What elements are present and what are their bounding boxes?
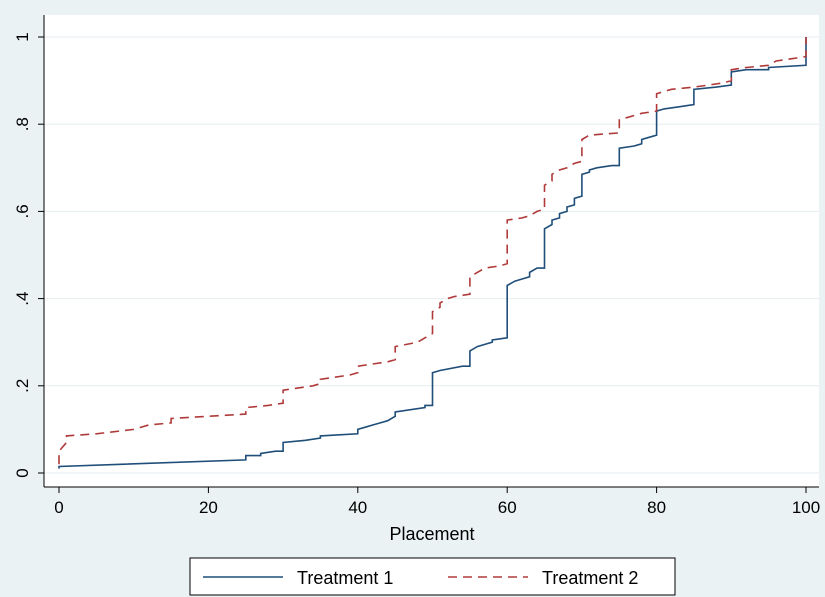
legend-label-treatment-1: Treatment 1 xyxy=(297,568,393,588)
x-tick-label-4: 80 xyxy=(647,498,666,517)
y-tick-label-1: .2 xyxy=(13,379,32,393)
x-tick-label-3: 60 xyxy=(498,498,517,517)
y-tick-label-0: 0 xyxy=(13,468,32,477)
series-lines xyxy=(58,37,807,469)
x-tick-label-2: 40 xyxy=(348,498,367,517)
legend: Treatment 1 Treatment 2 xyxy=(189,557,676,596)
gridlines xyxy=(44,36,819,474)
y-tick-label-3: .6 xyxy=(13,204,32,218)
x-tick-label-1: 20 xyxy=(199,498,218,517)
y-tick-label-2: .4 xyxy=(13,292,32,306)
x-tick-label-0: 0 xyxy=(54,498,63,517)
x-tick-label-5: 100 xyxy=(792,498,820,517)
x-axis-title: Placement xyxy=(389,524,474,544)
axes: 0 .2 .4 .6 .8 1 0 20 40 60 80 100 xyxy=(13,15,820,517)
y-tick-label-4: .8 xyxy=(13,117,32,131)
plot-area xyxy=(44,15,819,487)
series-line-treatment-1 xyxy=(58,37,807,469)
legend-label-treatment-2: Treatment 2 xyxy=(542,568,638,588)
series-line-treatment-2 xyxy=(58,37,807,465)
legend-box xyxy=(189,557,676,596)
y-tick-label-5: 1 xyxy=(13,32,32,41)
